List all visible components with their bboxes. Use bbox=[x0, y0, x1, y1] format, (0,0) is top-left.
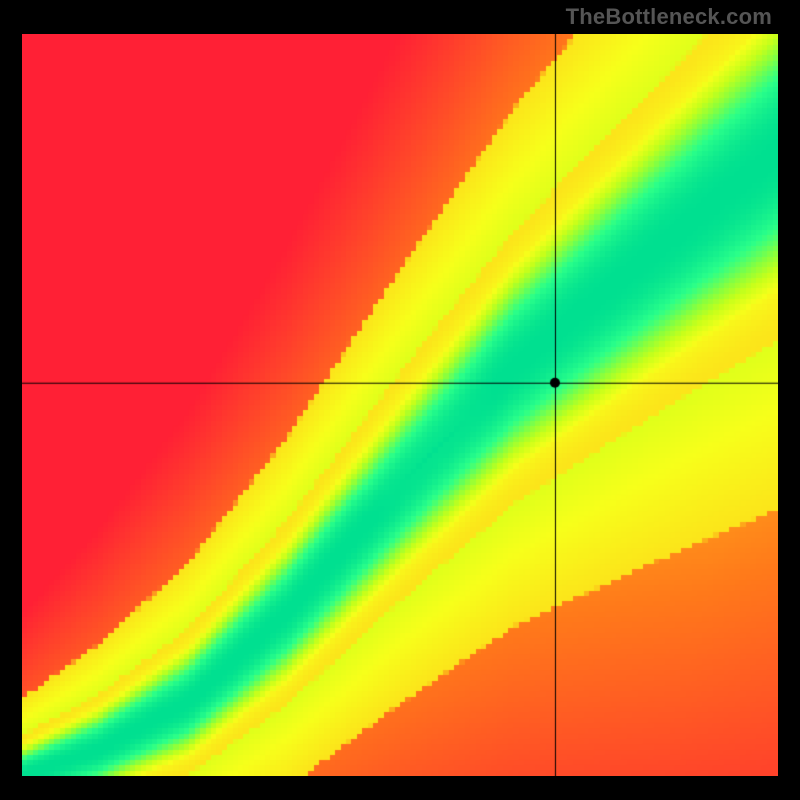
bottleneck-heatmap bbox=[22, 34, 778, 776]
outer-frame: TheBottleneck.com bbox=[0, 0, 800, 800]
brand-label: TheBottleneck.com bbox=[566, 4, 772, 30]
heatmap-canvas bbox=[22, 34, 778, 776]
